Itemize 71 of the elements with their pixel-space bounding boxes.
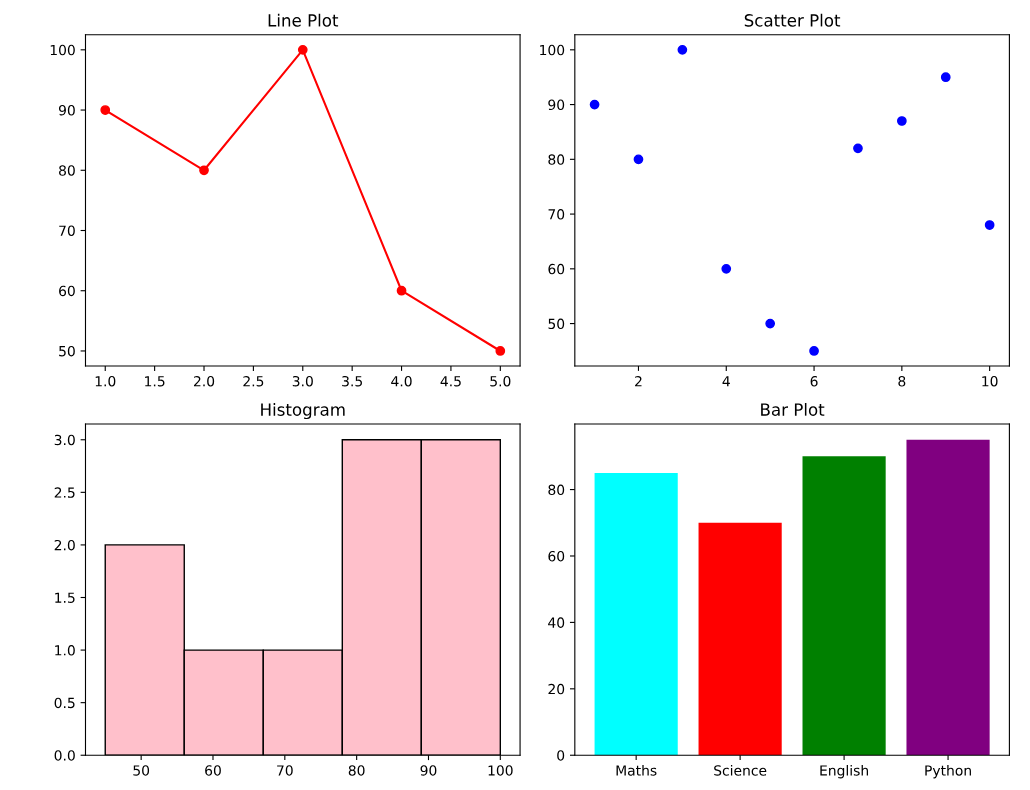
y-tick-label: 50 — [548, 318, 565, 330]
x-tick-label: 4.0 — [391, 375, 412, 387]
bar — [698, 522, 782, 756]
y-tick-label: 80 — [548, 484, 565, 496]
y-tick-label: 60 — [59, 285, 75, 297]
y-tick-label: 2.0 — [54, 539, 75, 551]
point — [721, 263, 732, 274]
x-tick-label: 50 — [133, 765, 150, 776]
y-tick-label: 2.5 — [54, 487, 75, 498]
x-tick-label: 3.0 — [292, 375, 313, 387]
chart-title: Bar Plot — [761, 402, 825, 416]
point — [633, 154, 644, 165]
y-tick-label: 70 — [59, 225, 75, 236]
x-tick-label: 100 — [488, 765, 513, 776]
point — [765, 318, 776, 329]
y-tick-label: 90 — [58, 105, 75, 116]
point — [940, 72, 951, 83]
x-tick-label: 60 — [205, 765, 221, 776]
bar — [594, 472, 678, 756]
x-tick-label: 8 — [898, 375, 906, 387]
y-tick-label: 70 — [548, 209, 565, 220]
x-tick-label: Python — [925, 764, 971, 779]
x-tick-label: English — [820, 764, 868, 779]
y-tick-label: 60 — [548, 263, 565, 275]
point — [297, 44, 308, 55]
point — [495, 346, 506, 356]
x-tick-label: 2 — [635, 375, 642, 387]
y-tick-label: 0.5 — [54, 697, 75, 709]
y-tick-label: 1.5 — [55, 592, 75, 603]
y-tick-label: 60 — [548, 550, 565, 562]
y-tick-label: 100 — [50, 44, 75, 56]
y-tick-label: 80 — [548, 154, 565, 165]
point — [677, 44, 688, 55]
point — [853, 143, 863, 154]
point — [896, 116, 907, 126]
x-tick-label: 4.5 — [440, 376, 461, 387]
y-tick-label: 80 — [59, 165, 75, 176]
x-tick-label: 90 — [420, 765, 437, 776]
point — [984, 220, 995, 230]
x-tick-label: 2.0 — [193, 375, 215, 387]
point — [396, 285, 407, 296]
chart-title: Scatter Plot — [744, 13, 841, 27]
chart-title: Line Plot — [268, 13, 339, 27]
x-tick-label: Science — [714, 764, 767, 776]
y-tick-label: 40 — [548, 617, 565, 628]
y-tick-label: 3.0 — [54, 434, 75, 446]
x-tick-label: 70 — [277, 765, 293, 776]
x-tick-label: 5.0 — [490, 375, 511, 387]
x-tick-label: 6 — [810, 375, 818, 387]
point — [100, 105, 111, 115]
y-tick-label: 0.0 — [54, 750, 75, 761]
bar — [906, 439, 990, 756]
x-tick-label: 10 — [982, 375, 998, 387]
x-tick-label: 2.5 — [243, 375, 264, 387]
point — [809, 346, 819, 356]
x-tick-label: 3.5 — [342, 375, 362, 387]
x-tick-label: 80 — [348, 765, 365, 776]
y-tick-label: 20 — [548, 683, 565, 695]
y-tick-label: 50 — [59, 345, 75, 357]
y-tick-label: 100 — [540, 44, 565, 56]
x-tick-label: 4 — [722, 376, 730, 387]
point — [199, 165, 209, 176]
chart-title: Histogram — [261, 402, 345, 420]
y-tick-label: 90 — [548, 99, 565, 111]
x-tick-label: 1.5 — [145, 376, 165, 387]
y-tick-label: 0 — [557, 750, 565, 761]
point — [589, 99, 600, 110]
x-tick-label: 1.0 — [95, 375, 116, 387]
x-tick-label: Maths — [616, 764, 657, 776]
bar — [802, 456, 886, 756]
y-tick-label: 1.0 — [55, 645, 75, 656]
